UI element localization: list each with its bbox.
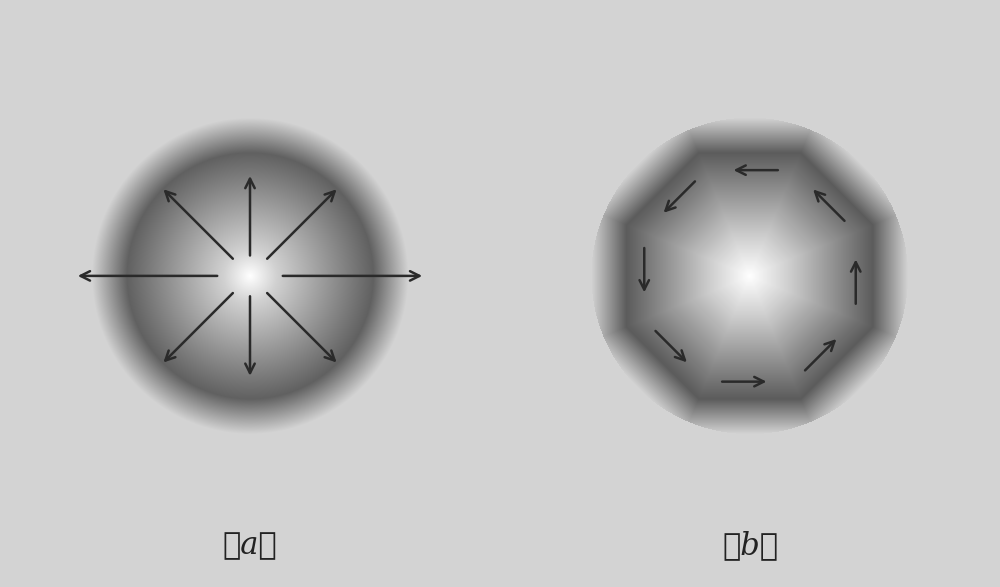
Text: （b）: （b） [722, 531, 778, 561]
Text: （a）: （a） [223, 531, 277, 561]
